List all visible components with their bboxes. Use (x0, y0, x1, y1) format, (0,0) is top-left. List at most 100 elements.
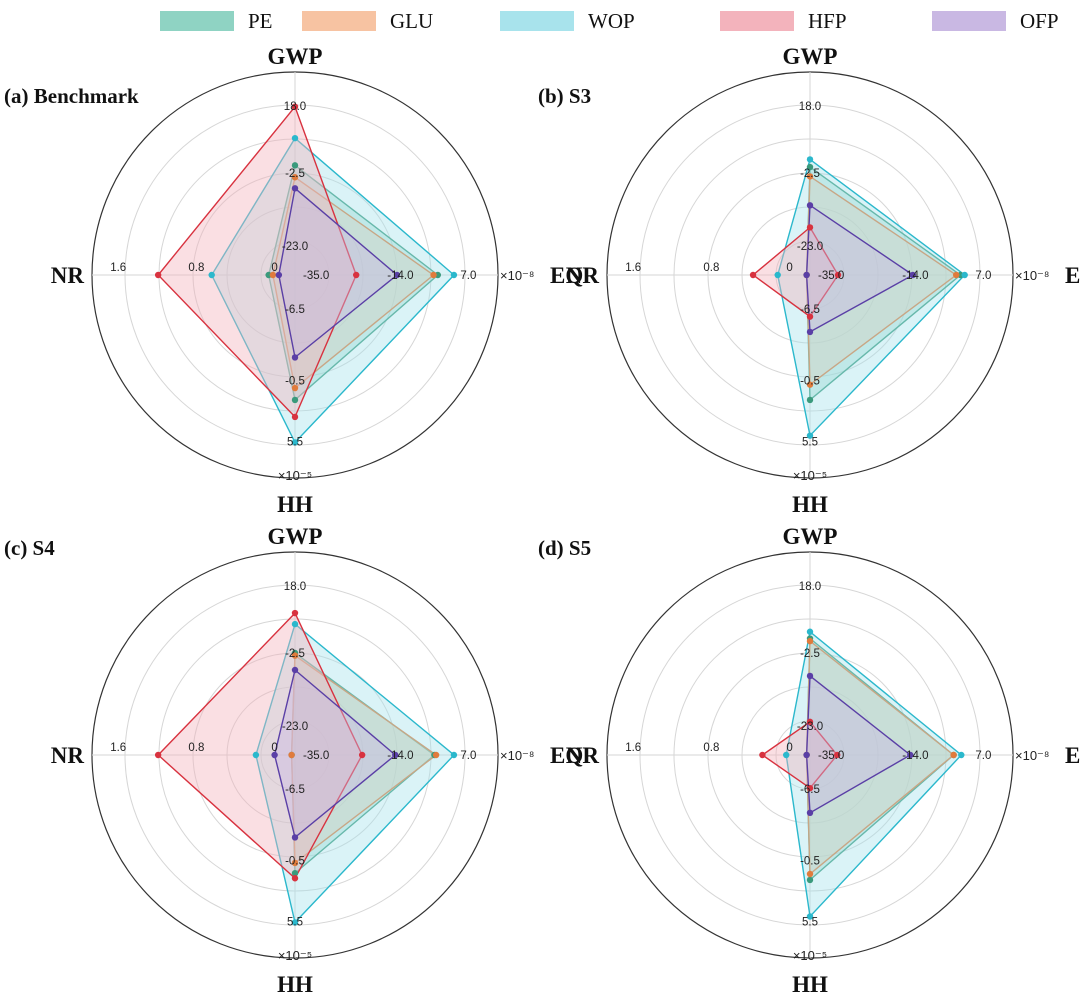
tick-label: 7.0 (975, 270, 991, 282)
tick-label: -35.0 (303, 750, 329, 762)
radar-panel-3: 18.0 -2.5 -23.0 -35.0 -14.0 7.0 -6.5 -0.5 5.5 0 0.… (4, 524, 583, 996)
hh-unit-label: ×10⁻⁵ (278, 468, 312, 483)
tick-label: -35.0 (818, 270, 844, 282)
legend-label: PE (248, 8, 273, 33)
data-point-wop-hh (806, 432, 814, 439)
legend-item-wop: WOP (500, 8, 635, 34)
data-point-wop-eq (958, 751, 965, 759)
axis-title-gwp: GWP (268, 44, 323, 69)
data-point-glu-hh (806, 870, 814, 878)
data-point-ofp-nr (803, 751, 810, 759)
tick-label: 1.6 (110, 742, 126, 754)
data-point-glu-gwp (291, 652, 299, 659)
data-point-ofp-hh (291, 354, 299, 361)
data-point-wop-gwp (291, 134, 299, 142)
tick-label: -0.5 (285, 375, 305, 387)
data-point-hfp-nr (154, 271, 162, 279)
tick-label: -35.0 (303, 270, 329, 282)
data-point-glu-nr (269, 271, 277, 279)
tick-label: 1.6 (625, 262, 641, 274)
axis-title-eq: EQ (550, 743, 583, 768)
radar-panel-4: 18.0 -2.5 -23.0 -35.0 -14.0 7.0 -6.5 -0.5 5.5 0 0.… (538, 524, 1080, 996)
data-point-wop-nr (783, 751, 790, 759)
eq-unit-label: ×10⁻⁸ (500, 268, 534, 283)
data-point-wop-eq (450, 271, 458, 279)
data-point-pe-hh (806, 396, 814, 404)
data-point-glu-gwp (806, 637, 814, 645)
data-point-ofp-hh (806, 809, 814, 816)
tick-label: 0 (271, 262, 277, 274)
data-point-ofp-hh (806, 328, 814, 336)
data-point-hfp-eq (834, 271, 842, 279)
axis-title-hh: HH (792, 492, 828, 517)
axis-title-nr: NR (51, 263, 85, 288)
tick-label: 5.5 (802, 437, 818, 449)
tick-label: -14.0 (902, 270, 928, 282)
data-point-hfp-eq (358, 751, 366, 759)
data-point-hfp-hh (806, 784, 814, 792)
data-point-ofp-gwp (291, 185, 299, 192)
tick-label: 7.0 (975, 750, 991, 762)
tick-label: 0 (271, 742, 277, 754)
data-point-glu-hh (291, 384, 299, 392)
data-point-hfp-nr (749, 271, 757, 279)
data-point-ofp-gwp (806, 672, 814, 680)
legend-label: HFP (808, 8, 847, 33)
tick-label: -23.0 (797, 241, 823, 253)
data-point-ofp-hh (291, 834, 299, 841)
data-point-glu-nr (288, 751, 295, 759)
data-point-hfp-gwp (291, 609, 299, 617)
eq-unit-label: ×10⁻⁸ (500, 748, 534, 763)
data-point-hfp-gwp (806, 718, 814, 726)
legend-item-ofp: OFP (932, 8, 1059, 34)
tick-label: -6.5 (800, 784, 820, 796)
tick-label: 18.0 (284, 101, 306, 113)
axis-title-eq: EQ (550, 263, 583, 288)
tick-label: -23.0 (797, 721, 823, 733)
tick-label: -14.0 (902, 750, 928, 762)
tick-label: -0.5 (285, 855, 305, 867)
radar-panel-1: 18.0 -2.5 -23.0 -35.0 -14.0 7.0 -6.5 -0.5 5.5 0 0.… (4, 44, 583, 517)
axis-title-gwp: GWP (783, 44, 838, 69)
tick-label: 5.5 (802, 917, 818, 929)
data-point-glu-gwp (806, 173, 814, 180)
tick-label: 1.6 (625, 742, 641, 754)
tick-label: 0.8 (703, 262, 719, 274)
tick-label: 0 (786, 742, 792, 754)
panel-title: (d) S5 (538, 536, 591, 560)
tick-label: -6.5 (285, 304, 305, 316)
tick-label: 18.0 (799, 581, 821, 593)
tick-label: -2.5 (800, 168, 820, 180)
axis-title-gwp: GWP (783, 524, 838, 549)
data-point-pe-hh (291, 869, 299, 877)
tick-label: 5.5 (287, 917, 303, 929)
tick-label: -2.5 (285, 648, 305, 660)
eq-unit-label: ×10⁻⁸ (1015, 268, 1049, 283)
tick-label: 0 (786, 262, 792, 274)
data-point-hfp-nr (759, 751, 766, 759)
data-point-glu-gwp (291, 174, 299, 181)
legend-swatch (720, 11, 794, 31)
data-point-glu-eq (430, 271, 437, 279)
tick-label: -2.5 (285, 168, 305, 180)
data-point-hfp-hh (291, 413, 299, 421)
data-point-hfp-gwp (291, 103, 299, 110)
data-point-ofp-nr (275, 271, 283, 279)
axis-title-nr: NR (566, 743, 600, 768)
tick-label: 0.8 (703, 742, 719, 754)
tick-label: -14.0 (387, 270, 413, 282)
axis-title-eq: EQ (1065, 743, 1080, 768)
panel-title: (c) S4 (4, 536, 55, 560)
tick-label: -6.5 (800, 304, 820, 316)
data-point-hfp-hh (291, 875, 299, 882)
data-point-glu-hh (806, 381, 814, 388)
tick-label: 1.6 (110, 262, 126, 274)
axis-title-nr: NR (51, 743, 85, 768)
data-point-pe-gwp (806, 163, 814, 171)
data-point-wop-nr (208, 271, 215, 279)
data-point-ofp-eq (909, 271, 917, 279)
panel-title: (b) S3 (538, 84, 591, 108)
legend-label: OFP (1020, 8, 1059, 33)
axis-title-hh: HH (277, 972, 313, 996)
tick-label: 18.0 (799, 101, 821, 113)
